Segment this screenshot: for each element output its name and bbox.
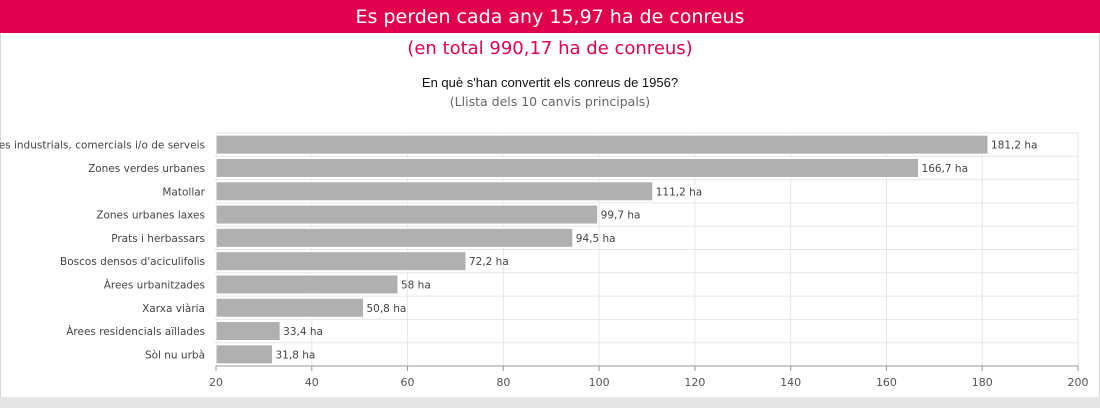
data-label: 50,8 ha (366, 303, 406, 315)
category-label: Sòl nu urbà (145, 349, 205, 361)
category-label: Prats i herbassars (111, 233, 205, 245)
category-label: Zones industrials, comercials i/o de ser… (0, 140, 205, 152)
bar (215, 251, 467, 272)
bar (215, 227, 574, 248)
bar (215, 297, 364, 318)
x-tick-label: 40 (305, 376, 319, 389)
data-label: 33,4 ha (283, 326, 323, 338)
x-tick-label: 140 (780, 376, 801, 389)
category-label: Àrees urbanitzades (104, 278, 205, 291)
x-tick-label: 20 (209, 376, 223, 389)
title-banner: Es perden cada any 15,97 ha de conreus (0, 0, 1100, 33)
chart-title: En què s'han convertit els conreus de 19… (421, 75, 679, 90)
bar (215, 204, 599, 225)
category-label: Àrees residencials aïllades (66, 325, 205, 338)
data-label: 181,2 ha (991, 140, 1038, 152)
data-label: 94,5 ha (576, 233, 616, 245)
x-tick-label: 200 (1068, 376, 1089, 389)
scrollbar-track[interactable] (0, 397, 1100, 408)
bar (215, 344, 274, 365)
chart-subtitle: (Llista dels 10 canvis principals) (449, 94, 651, 109)
x-tick-label: 80 (496, 376, 510, 389)
data-label: 166,7 ha (922, 163, 969, 175)
data-label: 72,2 ha (469, 256, 509, 268)
category-label: Boscos densos d'aciculifolis (60, 256, 205, 268)
x-tick-label: 60 (401, 376, 415, 389)
data-label: 58 ha (401, 279, 431, 291)
category-label: Zones urbanes laxes (96, 210, 205, 222)
x-tick-label: 100 (589, 376, 610, 389)
data-label: 111,2 ha (656, 186, 703, 198)
category-label: Zones verdes urbanes (88, 163, 205, 175)
category-label: Matollar (162, 186, 205, 198)
bar (215, 274, 399, 295)
page-subtitle: (en total 990,17 ha de conreus) (407, 38, 693, 59)
bar (215, 157, 920, 178)
page-title: Es perden cada any 15,97 ha de conreus (355, 5, 745, 28)
data-label: 31,8 ha (276, 349, 316, 361)
bar (215, 134, 989, 155)
x-tick-label: 120 (684, 376, 705, 389)
data-label: 99,7 ha (601, 210, 641, 222)
x-tick-label: 180 (972, 376, 993, 389)
bar (215, 321, 281, 342)
category-label: Xarxa viària (142, 303, 205, 315)
x-tick-label: 160 (876, 376, 897, 389)
bar (215, 181, 654, 202)
